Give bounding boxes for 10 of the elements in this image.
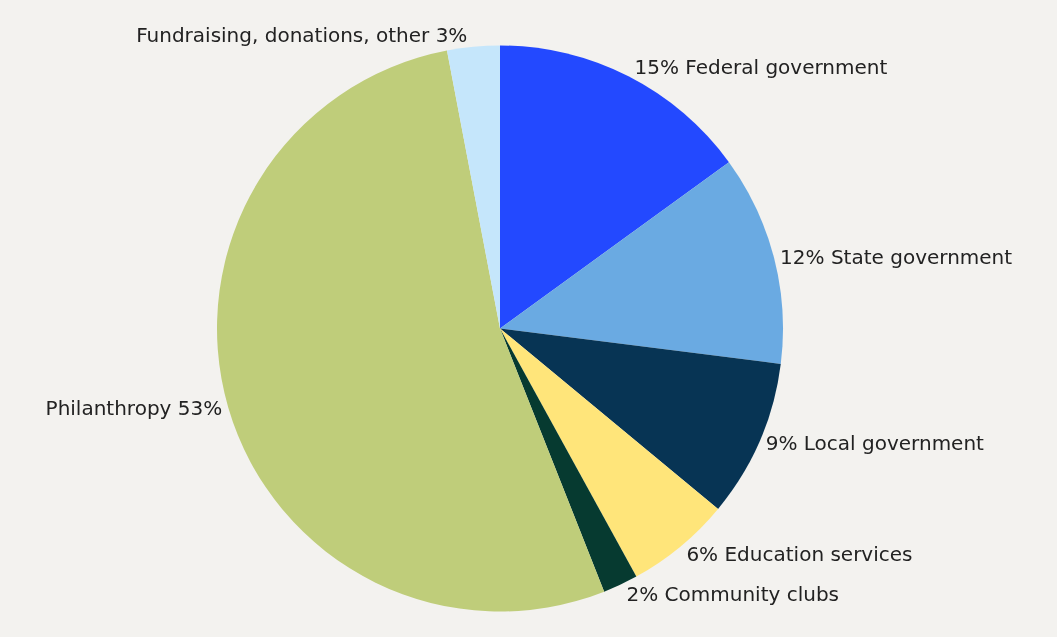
slice-label: 6% Education services <box>686 541 913 566</box>
slice-label: Fundraising, donations, other 3% <box>136 22 468 47</box>
slice-label: 9% Local government <box>765 430 985 455</box>
pie-slice <box>500 162 783 364</box>
slice-label: 15% Federal government <box>634 54 888 79</box>
slice-label: 2% Community clubs <box>626 582 840 607</box>
slice-label: 12% State government <box>780 245 1013 270</box>
pie-slice <box>446 45 500 329</box>
slice-label: Philanthropy 53% <box>45 396 223 421</box>
pie-slice <box>500 328 719 577</box>
